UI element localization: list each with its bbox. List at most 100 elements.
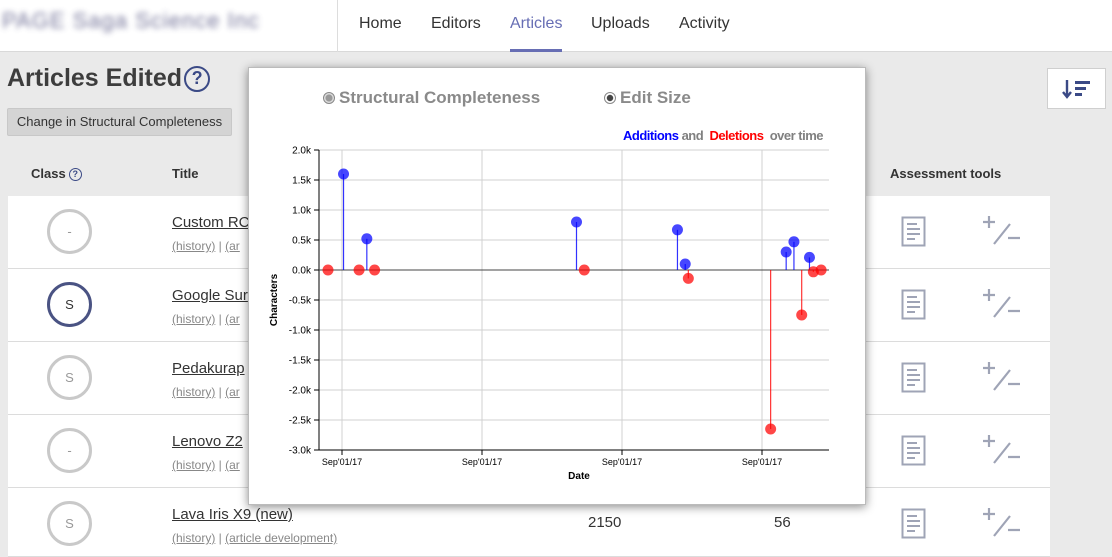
article-development-link[interactable]: (ar — [225, 385, 240, 399]
radio-edit-size-label: Edit Size — [620, 88, 691, 107]
legend-additions: Additions — [623, 128, 679, 143]
document-icon[interactable] — [901, 289, 926, 320]
page-title: Articles Edited ? — [7, 64, 211, 93]
additions-point — [338, 168, 350, 180]
y-tick-label: 1.0k — [292, 206, 312, 217]
y-tick-label: -3.0k — [289, 446, 312, 457]
y-tick-label: -1.0k — [289, 326, 312, 337]
history-link[interactable]: (history) — [172, 239, 216, 253]
characters-added-value: 2150 — [588, 514, 622, 531]
brand-logo[interactable]: PAGE Saga Science Inc — [2, 8, 260, 33]
radio-edit-size[interactable]: Edit Size — [604, 88, 691, 108]
article-development-link[interactable]: (ar — [225, 458, 240, 472]
deletions-point — [815, 264, 827, 276]
nav-editors[interactable]: Editors — [431, 15, 481, 32]
plus-minus-icon[interactable] — [982, 360, 1020, 394]
additions-point — [671, 224, 683, 236]
history-link[interactable]: (history) — [172, 458, 216, 472]
article-links: (history) | (ar — [172, 385, 240, 399]
help-icon[interactable]: ? — [184, 65, 211, 92]
plus-minus-icon[interactable] — [982, 287, 1020, 321]
history-link[interactable]: (history) — [172, 312, 216, 326]
separator: | — [215, 458, 226, 472]
sort-button[interactable] — [1047, 68, 1106, 109]
x-tick-label: Sep'01/17 — [602, 457, 642, 467]
article-development-link[interactable]: (ar — [225, 312, 240, 326]
article-title-link[interactable]: Pedakurap — [172, 360, 245, 377]
column-header-title[interactable]: Title — [172, 166, 199, 181]
edit-size-popup: Structural Completeness Edit Size Additi… — [248, 67, 866, 505]
article-title-link[interactable]: Lenovo Z2 — [172, 433, 243, 450]
radio-unselected-icon — [323, 92, 335, 104]
history-link[interactable]: (history) — [172, 531, 216, 545]
plus-minus-icon[interactable] — [982, 214, 1020, 248]
deletions-point — [796, 309, 808, 321]
article-title-link[interactable]: Lava Iris X9 (new) — [172, 506, 293, 523]
class-header-label: Class — [31, 166, 66, 181]
deletions-point — [578, 264, 590, 276]
additions-point — [679, 258, 691, 270]
y-tick-label: -0.5k — [289, 296, 312, 307]
article-development-link[interactable]: (ar — [225, 239, 240, 253]
history-link[interactable]: (history) — [172, 385, 216, 399]
top-navbar: PAGE Saga Science Inc Home Editors Artic… — [0, 0, 1112, 52]
class-help-icon[interactable]: ? — [68, 167, 82, 181]
legend-deletions: Deletions — [709, 128, 764, 143]
article-links: (history) | (ar — [172, 312, 240, 326]
change-structural-completeness-button[interactable]: Change in Structural Completeness — [7, 108, 232, 136]
article-title-link[interactable]: Custom RC — [172, 214, 250, 231]
sort-icon — [1061, 79, 1090, 99]
column-header-assessment-tools: Assessment tools — [890, 166, 1002, 181]
article-title-link[interactable]: Google Sur — [172, 287, 248, 304]
separator: | — [215, 239, 226, 253]
nav-divider — [337, 0, 338, 52]
separator: | — [215, 531, 226, 545]
deletions-point — [353, 264, 365, 276]
class-badge: - — [47, 209, 92, 254]
additions-point — [780, 246, 792, 258]
document-icon[interactable] — [901, 508, 926, 539]
y-tick-label: 2.0k — [292, 146, 312, 157]
deletions-point — [682, 272, 694, 284]
y-tick-label: -2.0k — [289, 386, 312, 397]
document-icon[interactable] — [901, 435, 926, 466]
separator: | — [215, 312, 226, 326]
deletions-point — [322, 264, 334, 276]
article-links: (history) | (ar — [172, 458, 240, 472]
nav-articles[interactable]: Articles — [510, 15, 563, 52]
article-links: (history) | (article development) — [172, 531, 337, 545]
article-links: (history) | (ar — [172, 239, 240, 253]
plus-minus-icon[interactable] — [982, 506, 1020, 540]
additions-point — [803, 251, 815, 263]
y-tick-label: 0.0k — [292, 266, 312, 277]
x-tick-label: Sep'01/17 — [462, 457, 502, 467]
document-icon[interactable] — [901, 216, 926, 247]
class-badge: - — [47, 428, 92, 473]
deletions-point — [369, 264, 381, 276]
column-header-class[interactable]: Class? — [31, 166, 82, 181]
additions-point — [788, 236, 800, 248]
plus-minus-icon[interactable] — [982, 433, 1020, 467]
page-title-text: Articles Edited — [7, 64, 183, 92]
article-development-link[interactable]: (article development) — [225, 531, 338, 545]
chart-legend: Additions and Deletions over time — [623, 128, 823, 143]
radio-structural-completeness[interactable]: Structural Completeness — [323, 88, 540, 108]
x-tick-label: Sep'01/17 — [742, 457, 782, 467]
additions-point — [361, 233, 373, 245]
y-tick-label: -1.5k — [289, 356, 312, 367]
y-axis-label: Characters — [269, 273, 280, 326]
legend-over-time: over time — [766, 128, 824, 143]
y-tick-label: 0.5k — [292, 236, 312, 247]
y-tick-label: 1.5k — [292, 176, 312, 187]
x-tick-label: Sep'01/17 — [322, 457, 362, 467]
y-tick-label: -2.5k — [289, 416, 312, 427]
radio-structural-label: Structural Completeness — [339, 88, 541, 107]
legend-and: and — [678, 128, 707, 143]
nav-uploads[interactable]: Uploads — [591, 15, 650, 32]
document-icon[interactable] — [901, 362, 926, 393]
deletions-point — [765, 423, 777, 435]
class-badge: S — [47, 282, 92, 327]
edit-size-chart: 2.0k 1.5k 1.0k 0.5k 0.0k -0.5k -1.0k -1.5k -2.0k… — [269, 146, 829, 482]
nav-home[interactable]: Home — [359, 15, 402, 32]
nav-activity[interactable]: Activity — [679, 15, 730, 32]
